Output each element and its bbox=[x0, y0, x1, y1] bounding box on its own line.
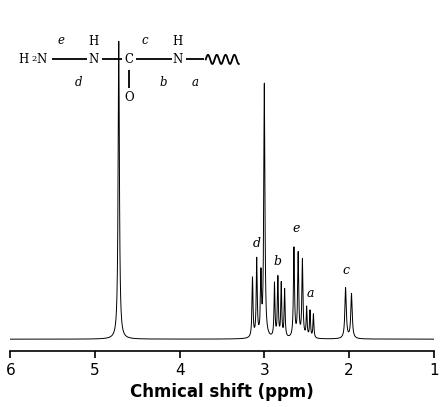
Text: d: d bbox=[253, 237, 261, 250]
Text: c: c bbox=[342, 264, 349, 277]
Text: e: e bbox=[292, 222, 299, 235]
Text: a: a bbox=[306, 287, 314, 300]
X-axis label: Chmical shift (ppm): Chmical shift (ppm) bbox=[130, 383, 314, 401]
Text: b: b bbox=[274, 255, 282, 268]
